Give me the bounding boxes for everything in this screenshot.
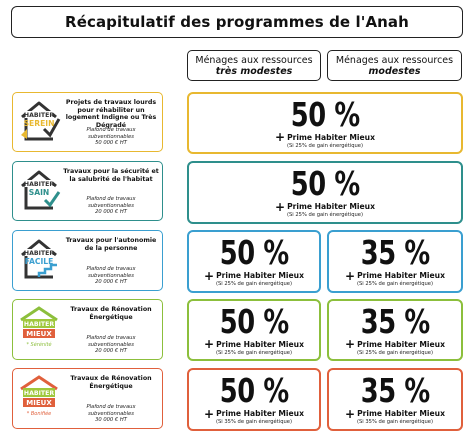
- bonus-label: Prime Habiter Mieux: [357, 271, 445, 280]
- aid-all-percent: 50 %: [290, 164, 360, 203]
- svg-text:HABITER: HABITER: [24, 181, 54, 188]
- plus-icon: +: [204, 268, 215, 283]
- bonus-label: Prime Habiter Mieux: [357, 339, 445, 349]
- program-logo: HABITER MIEUX * Bonifiée: [17, 373, 61, 419]
- bonus-line: + Prime Habiter Mieux: [345, 337, 445, 351]
- program-logo: HABITER SAIN: [17, 166, 61, 212]
- aid-very-modest-percent: 50 %: [219, 301, 289, 341]
- page-title: Récapitulatif des programmes de l'Anah: [11, 6, 463, 38]
- aid-modest-percent: 35 %: [360, 301, 430, 341]
- program-title: Projets de travaux lourds pour réhabilit…: [65, 99, 157, 129]
- bonus-condition: (Si 25% de gain énergétique): [215, 349, 293, 356]
- program-ceiling: Plafond de travaux subventionnables 20 00…: [63, 335, 159, 355]
- plus-icon: +: [275, 199, 286, 214]
- header-very-modest: Ménages aux ressources très modestes: [187, 50, 321, 81]
- bonus-condition: (Si 25% de gain énergétique): [356, 349, 434, 356]
- program-card-2: HABITER FACILE Travaux pour l'autonomie de…: [12, 230, 163, 291]
- aid-all-percent: 50 %: [290, 94, 360, 134]
- aid-very-modest-percent: 50 %: [219, 233, 289, 272]
- program-card-0: HABITER SEREIN Projets de travaux lourds p…: [12, 92, 163, 152]
- plus-icon: +: [345, 337, 356, 351]
- program-ceiling: Plafond de travaux subventionnables 30 00…: [63, 404, 159, 424]
- ceiling-amount: 20 000 € HT: [95, 279, 127, 286]
- ceiling-label: Plafond de travaux subventionnables: [86, 196, 136, 209]
- bonus-line: + Prime Habiter Mieux: [275, 130, 375, 144]
- program-card-4: HABITER MIEUX * Bonifiée Travaux de Rénovat…: [12, 368, 163, 429]
- svg-text:HABITER: HABITER: [24, 321, 54, 328]
- svg-text:FACILE: FACILE: [25, 257, 54, 266]
- aid-modest-box-2: 35 % + Prime Habiter Mieux (Si 25% de gain …: [327, 230, 463, 293]
- bonus-line: + Prime Habiter Mieux: [275, 199, 375, 214]
- program-ceiling: Plafond de travaux subventionnables 20 00…: [63, 266, 159, 286]
- bonus-label: Prime Habiter Mieux: [287, 202, 375, 211]
- plus-icon: +: [345, 268, 356, 283]
- bonus-line: + Prime Habiter Mieux: [345, 268, 445, 283]
- program-ceiling: Plafond de travaux subventionnables 20 00…: [63, 196, 159, 216]
- program-card-3: HABITER MIEUX * Sérénité Travaux de Rénovat…: [12, 299, 163, 360]
- program-logo: HABITER MIEUX * Sérénité: [17, 304, 61, 350]
- aid-very-modest-box-3: 50 % + Prime Habiter Mieux (Si 25% de gain …: [187, 299, 321, 361]
- svg-text:* Bonifiée: * Bonifiée: [27, 410, 52, 417]
- bonus-condition: (Si 25% de gain énergétique): [356, 281, 434, 287]
- header-modest-line2: modestes: [368, 65, 421, 77]
- program-title: Travaux pour la sécurité et la salubrité…: [63, 168, 159, 183]
- plus-icon: +: [275, 130, 286, 144]
- program-title: Travaux de Rénovation Énergétique: [70, 306, 152, 321]
- header-very-modest-line2: très modestes: [215, 65, 293, 77]
- program-title: Travaux pour l'autonomie de la personne: [65, 237, 157, 252]
- header-modest-line1: Ménages aux ressources: [335, 54, 454, 66]
- svg-text:HABITER: HABITER: [24, 390, 54, 397]
- ceiling-label: Plafond de travaux subventionnables: [86, 127, 136, 140]
- aid-very-modest-box-4: 50 % + Prime Habiter Mieux (Si 35% de gain …: [187, 368, 321, 431]
- svg-text:HABITER: HABITER: [24, 250, 54, 257]
- bonus-condition: (Si 25% de gain énergétique): [215, 281, 293, 287]
- header-modest: Ménages aux ressources modestes: [327, 50, 462, 81]
- svg-text:SAIN: SAIN: [29, 188, 50, 197]
- bonus-label: Prime Habiter Mieux: [216, 339, 304, 349]
- bonus-label: Prime Habiter Mieux: [216, 271, 304, 280]
- svg-text:SEREIN: SEREIN: [24, 119, 55, 128]
- aid-all-box-0: 50 % + Prime Habiter Mieux (Si 25% de gain …: [187, 92, 463, 154]
- bonus-line: + Prime Habiter Mieux: [204, 337, 304, 351]
- header-very-modest-line1: Ménages aux ressources: [195, 54, 313, 66]
- program-card-1: HABITER SAIN Travaux pour la sécurité et l…: [12, 161, 163, 221]
- program-title: Travaux de Rénovation Énergétique: [70, 375, 152, 390]
- bonus-label: Prime Habiter Mieux: [287, 132, 375, 142]
- bonus-line: + Prime Habiter Mieux: [204, 406, 304, 421]
- program-logo: HABITER FACILE: [17, 235, 61, 281]
- plus-icon: +: [204, 406, 215, 421]
- svg-text:* Sérénité: * Sérénité: [26, 341, 51, 348]
- bonus-label: Prime Habiter Mieux: [216, 409, 304, 418]
- program-ceiling: Plafond de travaux subventionnables 50 00…: [63, 127, 159, 147]
- aid-all-box-1: 50 % + Prime Habiter Mieux (Si 25% de gain …: [187, 161, 463, 224]
- ceiling-amount: 30 000 € HT: [95, 417, 127, 424]
- bonus-condition: (Si 35% de gain énergétique): [215, 419, 293, 425]
- ceiling-amount: 50 000 € HT: [95, 140, 127, 147]
- svg-text:MIEUX: MIEUX: [26, 330, 52, 338]
- plus-icon: +: [345, 406, 356, 421]
- plus-icon: +: [204, 337, 215, 351]
- program-logo: HABITER SEREIN: [17, 97, 61, 143]
- bonus-condition: (Si 35% de gain énergétique): [356, 419, 434, 425]
- aid-modest-box-3: 35 % + Prime Habiter Mieux (Si 25% de gain …: [327, 299, 463, 361]
- aid-modest-percent: 35 %: [360, 371, 430, 410]
- ceiling-label: Plafond de travaux subventionnables: [86, 266, 136, 279]
- aid-very-modest-box-2: 50 % + Prime Habiter Mieux (Si 25% de gain …: [187, 230, 321, 293]
- ceiling-label: Plafond de travaux subventionnables: [86, 404, 136, 417]
- aid-very-modest-percent: 50 %: [219, 371, 289, 410]
- aid-modest-percent: 35 %: [360, 233, 430, 272]
- ceiling-amount: 20 000 € HT: [95, 348, 127, 355]
- bonus-line: + Prime Habiter Mieux: [345, 406, 445, 421]
- svg-text:HABITER: HABITER: [24, 112, 54, 119]
- bonus-label: Prime Habiter Mieux: [357, 409, 445, 418]
- ceiling-amount: 20 000 € HT: [95, 209, 127, 216]
- bonus-condition: (Si 25% de gain énergétique): [286, 212, 364, 218]
- aid-modest-box-4: 35 % + Prime Habiter Mieux (Si 35% de gain …: [327, 368, 463, 431]
- bonus-condition: (Si 25% de gain énergétique): [286, 142, 364, 149]
- svg-text:MIEUX: MIEUX: [26, 399, 52, 407]
- ceiling-label: Plafond de travaux subventionnables: [86, 335, 136, 348]
- bonus-line: + Prime Habiter Mieux: [204, 268, 304, 283]
